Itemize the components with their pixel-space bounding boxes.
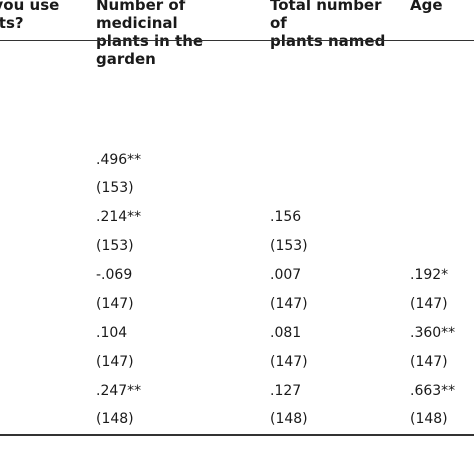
header-rule [0,40,474,41]
cell-medicinal: (153) [96,238,134,254]
table-row: (147) (147) (147) [0,294,474,314]
table-row: .247** .127 .663** [0,381,474,401]
table-row: (153) [0,178,474,198]
table-row: .104 .081 .360** [0,323,474,343]
cell-total-named: (153) [270,238,308,254]
cell-total-named: (147) [270,354,308,370]
cell-age: .663** [410,383,456,399]
cell-total-named: (147) [270,296,308,312]
header-total-plants-named: Total number of plants named [270,0,386,50]
header-use-plants: o you use ants? [0,0,60,32]
cell-medicinal: -.069 [96,267,133,283]
cell-total-named: (148) [270,411,308,427]
table-row: (148) (148) (148) [0,409,474,429]
cell-medicinal: .214** [96,209,142,225]
cell-age: (147) [410,296,448,312]
cell-medicinal: .247** [96,383,142,399]
table-row: .496** [0,150,474,170]
cell-medicinal: (147) [96,296,134,312]
cell-age: (148) [410,411,448,427]
cell-age: .360** [410,325,456,341]
cell-total-named: .127 [270,383,302,399]
header-age: Age [410,0,443,14]
cell-total-named: .081 [270,325,302,341]
table-bottom-rule [0,434,474,436]
cell-total-named: .156 [270,209,302,225]
table-row: (153) (153) [0,236,474,256]
cell-medicinal: .496** [96,152,142,168]
cell-medicinal: (153) [96,180,134,196]
cell-medicinal: .104 [96,325,128,341]
table-header: o you use ants? Number of medicinal plan… [0,0,474,68]
header-medicinal-plants-garden: Number of medicinal plants in the garden [96,0,204,68]
cell-medicinal: (147) [96,354,134,370]
cell-medicinal: (148) [96,411,134,427]
cell-age: (147) [410,354,448,370]
table-row: -.069 .007 .192* [0,265,474,285]
table-row: .214** .156 [0,207,474,227]
cell-age: .192* [410,267,449,283]
cell-total-named: .007 [270,267,302,283]
table-row: (147) (147) (147) [0,352,474,372]
